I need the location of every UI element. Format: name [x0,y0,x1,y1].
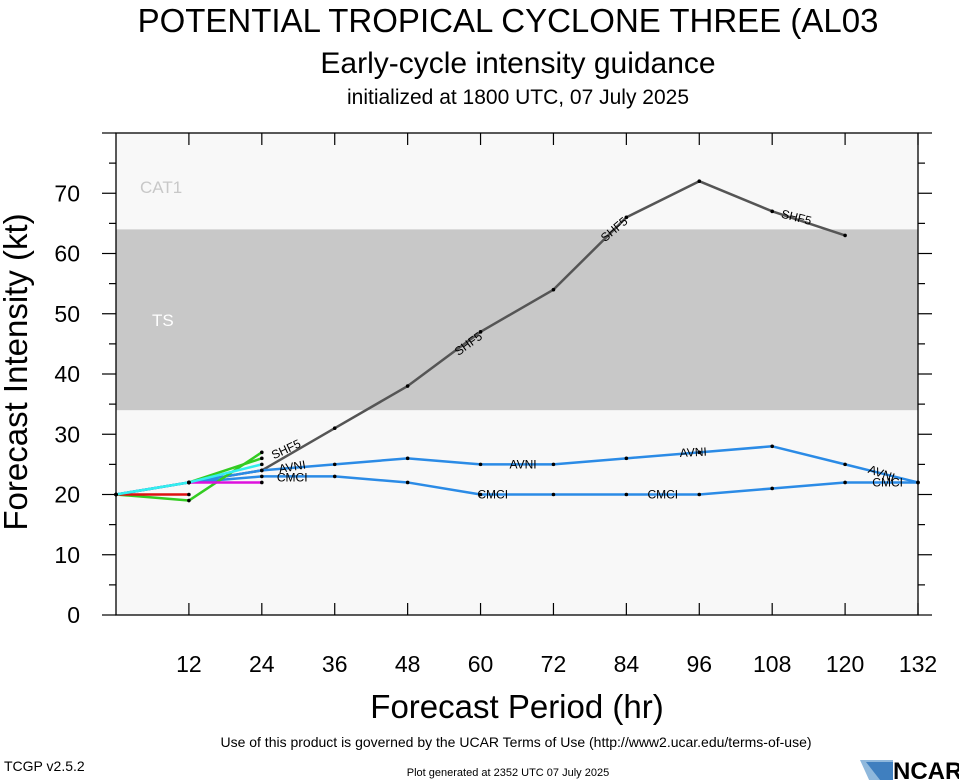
data-point-avni [332,462,337,467]
data-point-guidance-7 [187,480,191,485]
x-tick-label: 36 [322,651,348,677]
data-point-shf5 [332,426,337,431]
x-tick-label: 12 [176,651,202,677]
data-point-guidance-3 [260,450,264,455]
data-point-shf5 [697,179,702,183]
x-tick-label: 108 [753,651,791,677]
series-label-cmci: CMCI [477,488,508,502]
y-tick-label: 40 [54,361,80,387]
ncar-logo: NCAR [860,758,959,780]
x-tick-label: 132 [899,651,937,677]
data-point-cmci [697,492,702,497]
data-point-cmci [478,492,483,497]
version-label: TCGP v2.5.2 [4,758,85,774]
data-point-avni [478,462,483,467]
y-tick-label: 60 [54,241,80,267]
series-line-avni [115,445,919,496]
data-point-shf5 [478,330,483,334]
x-tick-label: 120 [826,651,864,677]
y-tick-label: 70 [54,180,80,206]
data-point-shf5 [624,215,629,220]
x-tick-label: 96 [686,651,712,677]
data-point-avni [260,468,264,473]
data-point-cmci [260,474,264,479]
y-tick-label: 50 [54,301,80,327]
chart-subtitle: Early-cycle intensity guidance [320,47,715,80]
ncar-logo-text: NCAR [893,758,959,780]
data-point-avni [843,462,847,467]
data-point-shf5 [843,233,847,238]
series-label-avni: AVNI [510,457,537,471]
generated-timestamp: Plot generated at 2352 UTC 07 July 2025 [407,767,609,779]
data-point-guidance-6 [260,480,264,485]
ncar-logo-mark-inner [866,762,893,780]
data-point-guidance-4 [260,456,264,461]
series-label-avni: AVNI [679,445,707,460]
y-tick-label: 30 [54,421,80,447]
y-tick-label: 20 [54,482,80,508]
x-tick-label: 60 [468,651,494,677]
data-point-avni [697,450,702,455]
series-line-cmci [115,475,918,496]
data-point-shf5 [551,287,556,292]
series-label-cmci: CMCI [872,475,903,489]
data-point-guidance-5 [187,492,191,497]
data-point-cmci [624,492,629,497]
y-axis-label: Forecast Intensity (kt) [0,213,34,530]
data-point-cmci [843,480,847,485]
x-tick-label: 84 [614,651,640,677]
x-axis-label: Forecast Period (hr) [370,688,663,725]
data-point-cmci [551,492,556,497]
y-tick-label: 0 [67,602,80,628]
series-label-avni: AVNI [278,458,307,476]
data-point-avni [551,462,556,467]
data-point-shf5 [770,209,774,214]
x-tick-label: 48 [395,651,421,677]
data-point-cmci [405,480,410,485]
chart-initialized: initialized at 1800 UTC, 07 July 2025 [347,86,689,109]
data-point-avni [405,456,410,461]
x-tick-label: 24 [249,651,275,677]
data-point-guidance-7 [260,462,264,467]
band-label-ts: TS [152,311,174,330]
band-ts [116,229,918,411]
data-point-cmci [770,486,774,491]
data-point-cmci [332,474,337,479]
series-label-cmci: CMCI [647,488,678,502]
y-tick-label: 10 [54,542,80,568]
x-tick-label: 72 [541,651,567,677]
series-label-cmci: CMCI [277,471,308,485]
terms-notice: Use of this product is governed by the U… [220,734,811,750]
data-point-shf5 [405,384,410,388]
chart-title: POTENTIAL TROPICAL CYCLONE THREE (AL03 [138,2,879,39]
band-label-cat1: CAT1 [140,178,182,197]
data-point-avni [770,444,774,449]
data-point-guidance-3 [187,498,191,503]
data-point-avni [624,456,629,461]
